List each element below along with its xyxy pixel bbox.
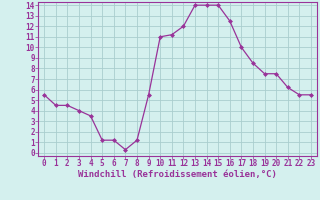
X-axis label: Windchill (Refroidissement éolien,°C): Windchill (Refroidissement éolien,°C) [78, 170, 277, 179]
